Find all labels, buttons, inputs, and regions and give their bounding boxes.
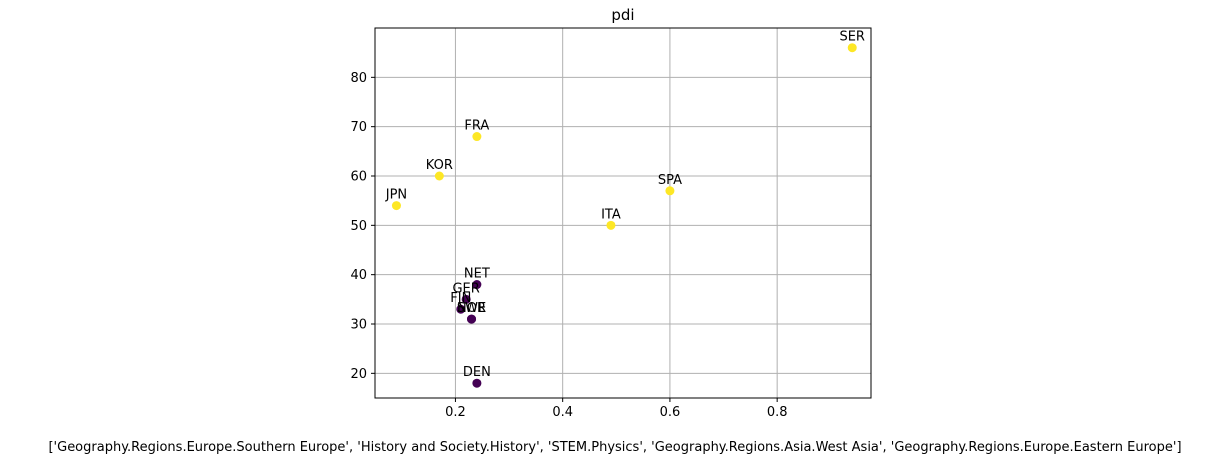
y-tick-label: 40 bbox=[350, 268, 367, 283]
point-label-den: DEN bbox=[463, 365, 491, 380]
grid-lines bbox=[375, 28, 871, 398]
chart-title: pdi bbox=[611, 6, 634, 24]
point-label-ser: SER bbox=[839, 30, 865, 45]
x-tick-label: 0.4 bbox=[552, 405, 573, 420]
data-point-jpn bbox=[391, 201, 401, 211]
point-label-ita: ITA bbox=[601, 207, 621, 222]
point-label-swe: SWE bbox=[457, 301, 486, 316]
data-points bbox=[391, 43, 857, 388]
y-tick-label: 20 bbox=[350, 367, 367, 382]
y-tick-label: 70 bbox=[350, 120, 367, 135]
point-label-fra: FRA bbox=[464, 119, 489, 134]
point-label-jpn: JPN bbox=[385, 188, 407, 203]
point-label-net: NET bbox=[464, 267, 490, 282]
data-point-ita bbox=[606, 220, 616, 230]
y-tick-label: 80 bbox=[350, 71, 367, 86]
data-point-kor bbox=[434, 171, 444, 181]
x-tick-label: 0.6 bbox=[660, 405, 681, 420]
data-point-net bbox=[472, 280, 482, 290]
data-point-spa bbox=[665, 186, 675, 196]
data-point-ger bbox=[461, 294, 471, 304]
y-tick-label: 60 bbox=[350, 170, 367, 185]
point-label-nor: NOR bbox=[457, 301, 486, 316]
x-tick-label: 0.2 bbox=[445, 405, 466, 420]
y-axis-ticks: 20 30 40 50 60 70 80 bbox=[350, 71, 375, 382]
point-label-spa: SPA bbox=[658, 173, 682, 188]
data-point-fin bbox=[456, 304, 466, 314]
data-point-den bbox=[472, 378, 482, 388]
data-point-swe bbox=[467, 314, 477, 324]
plot-frame bbox=[374, 27, 872, 399]
data-point-ser bbox=[847, 43, 857, 53]
x-axis-label: ['Geography.Regions.Europe.Southern Euro… bbox=[48, 440, 1181, 455]
point-label-kor: KOR bbox=[426, 158, 453, 173]
x-tick-label: 0.8 bbox=[767, 405, 788, 420]
y-tick-label: 30 bbox=[350, 318, 367, 333]
x-axis-ticks: 0.2 0.4 0.6 0.8 bbox=[445, 398, 788, 420]
point-label-fin: FIN bbox=[450, 291, 471, 306]
point-label-ger: GER bbox=[452, 281, 479, 296]
data-point-fra bbox=[472, 132, 482, 142]
y-tick-label: 50 bbox=[350, 219, 367, 234]
